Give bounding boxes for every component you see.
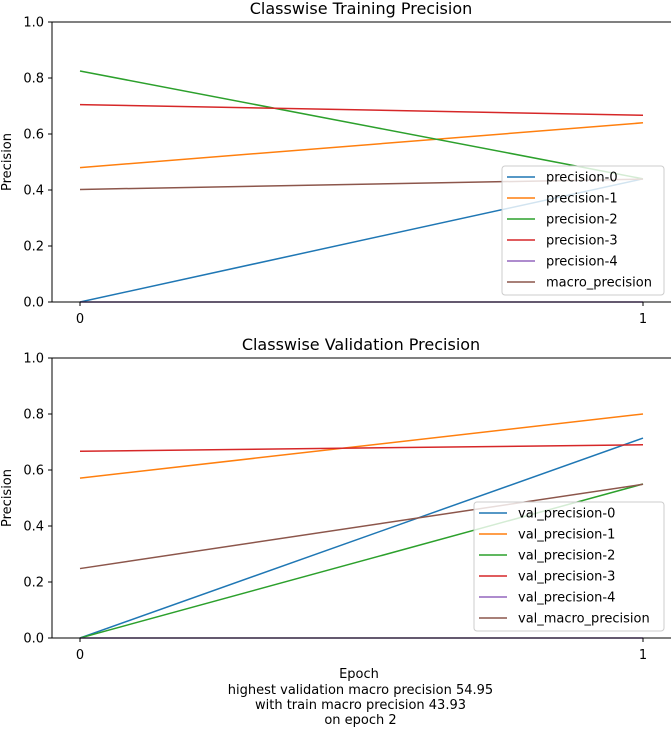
series-line-val_precision-3 <box>79 444 644 452</box>
legend-label-precision-3: precision-3 <box>546 234 618 249</box>
footer-line-3: on epoch 2 <box>324 713 397 728</box>
legend-label-val_precision-0: val_precision-0 <box>518 507 615 522</box>
legend: val_precision-0 val_precision-1 val_precis… <box>473 501 665 632</box>
y-tick-label: 0.0 <box>23 296 44 311</box>
y-tick-label: 0.2 <box>23 240 44 255</box>
legend-label-precision-2: precision-2 <box>546 213 618 228</box>
footer-line-2: with train macro precision 43.93 <box>254 698 467 713</box>
y-tick-label: 0.0 <box>23 632 44 647</box>
series-line-val_precision-0 <box>79 437 644 639</box>
x-tick-label: 1 <box>639 648 647 663</box>
y-tick-label: 0.6 <box>23 464 44 479</box>
legend-box <box>473 501 665 632</box>
legend-label-macro_precision: macro_precision <box>546 276 652 291</box>
series-line-precision-3 <box>79 103 644 116</box>
y-tick-label: 1.0 <box>23 352 44 367</box>
series-line-val_precision-1 <box>79 413 644 479</box>
y-tick-label: 0.2 <box>23 576 44 591</box>
series-line-precision-2 <box>79 70 644 180</box>
x-tick-label: 1 <box>639 312 647 327</box>
chart-title: Classwise Validation Precision <box>242 335 480 354</box>
y-tick-label: 0.8 <box>23 408 44 423</box>
legend-label-val_precision-2: val_precision-2 <box>518 549 615 564</box>
x-tick-label: 0 <box>76 312 84 327</box>
legend-label-precision-1: precision-1 <box>546 192 618 207</box>
legend-label-val_macro_precision: val_macro_precision <box>518 612 650 627</box>
series-line-precision-1 <box>79 122 644 169</box>
legend-label-precision-0: precision-0 <box>546 171 618 186</box>
legend: precision-0 precision-1 precision-2 precisi… <box>501 165 665 296</box>
chart-validation: 0.0 0.2 0.4 0.6 0.8 1.0 0 1 Classwise Validation… <box>0 335 671 682</box>
legend-label-val_precision-3: val_precision-3 <box>518 570 615 585</box>
x-axis-label: Epoch <box>339 667 379 682</box>
legend-label-val_precision-4: val_precision-4 <box>518 591 615 606</box>
y-tick-label: 0.6 <box>23 128 44 143</box>
y-tick-label: 0.4 <box>23 520 44 535</box>
x-tick-label: 0 <box>76 648 84 663</box>
y-tick-label: 1.0 <box>23 16 44 31</box>
footer-line-1: highest validation macro precision 54.95 <box>227 683 494 698</box>
series-line-val_macro_precision <box>79 483 644 570</box>
legend-box <box>501 165 665 296</box>
y-tick-label: 0.8 <box>23 72 44 87</box>
legend-label-precision-4: precision-4 <box>546 255 618 270</box>
legend-label-val_precision-1: val_precision-1 <box>518 528 615 543</box>
chart-training: 0.0 0.2 0.4 0.6 0.8 1.0 0 1 Classwise Training P… <box>0 0 671 327</box>
y-axis-label: Precision <box>0 469 15 527</box>
y-tick-label: 0.4 <box>23 184 44 199</box>
chart-title: Classwise Training Precision <box>250 0 473 18</box>
y-axis-label: Precision <box>0 133 15 191</box>
